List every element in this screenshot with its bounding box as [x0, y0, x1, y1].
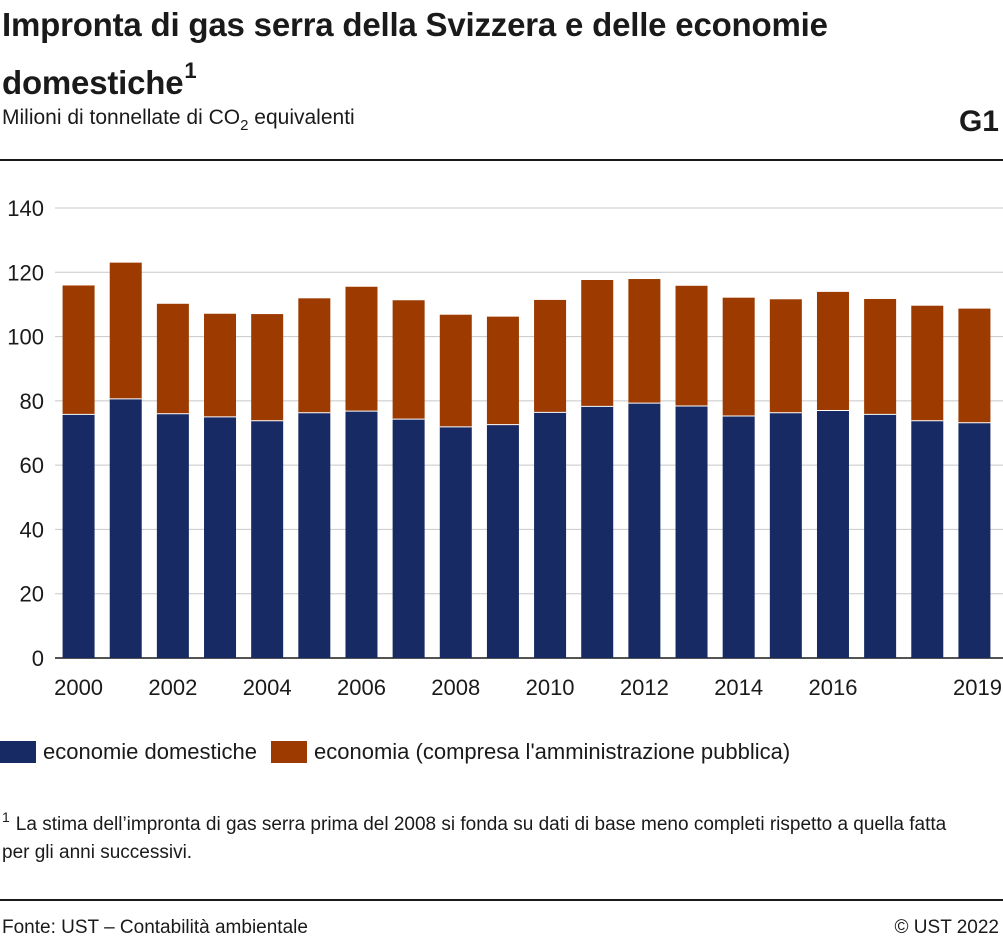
- bar-economy: [628, 279, 661, 404]
- x-tick-label: 2008: [431, 675, 480, 700]
- bar-economy: [486, 316, 519, 425]
- bar-households: [298, 412, 331, 658]
- bar-economy: [769, 299, 802, 413]
- bar-households: [392, 419, 425, 658]
- x-tick-label: 2004: [243, 675, 292, 700]
- bar-households: [439, 426, 472, 658]
- bar-households: [204, 416, 237, 658]
- bar-households: [345, 411, 378, 658]
- legend-label-households: economie domestiche: [43, 739, 258, 764]
- legend-item-economy: economia (compresa l'amministrazione pub…: [271, 737, 790, 767]
- bar-economy: [581, 280, 614, 407]
- bar-economy: [204, 313, 237, 417]
- top-divider: [0, 159, 1003, 161]
- x-tick-label: 2016: [808, 675, 857, 700]
- subtitle-subscript: 2: [240, 117, 249, 134]
- y-tick-label: 20: [20, 582, 44, 607]
- figure-id: G1: [958, 105, 999, 138]
- bar-economy: [156, 303, 189, 414]
- bar-households: [911, 420, 944, 658]
- bar-economy: [816, 291, 849, 411]
- bar-households: [722, 415, 755, 658]
- bar-households: [864, 414, 897, 658]
- subtitle-text-after: equivalenti: [248, 106, 355, 129]
- x-tick-label: 2002: [148, 675, 197, 700]
- y-tick-label: 0: [32, 646, 44, 671]
- bar-households: [675, 406, 708, 658]
- chart-legend: economie domestiche economia (compresa l…: [0, 737, 804, 767]
- bar-economy: [345, 286, 378, 412]
- footnote-marker: 1: [2, 809, 10, 825]
- bar-households: [109, 398, 142, 658]
- legend-item-households: economie domestiche: [0, 737, 257, 767]
- stacked-bar-chart: 0 20 40 60 80 100 120 140 2000 2002 2004 2006 2008 20…: [7, 196, 1003, 700]
- x-tick-label: 2012: [620, 675, 669, 700]
- bar-households: [628, 403, 661, 658]
- bar-households: [534, 412, 567, 658]
- y-tick-label: 80: [20, 389, 44, 414]
- x-tick-label: 2000: [54, 675, 103, 700]
- bar-economy: [722, 297, 755, 416]
- y-tick-label: 120: [7, 260, 44, 285]
- bar-economy: [864, 298, 897, 415]
- x-tick-label: 2019: [953, 675, 1002, 700]
- y-tick-label: 140: [7, 196, 44, 221]
- y-tick-label: 100: [7, 325, 44, 350]
- bar-households: [156, 413, 189, 658]
- bar-households: [816, 410, 849, 658]
- y-tick-label: 60: [20, 453, 44, 478]
- x-tick-label: 2006: [337, 675, 386, 700]
- bar-economy: [109, 262, 142, 399]
- chart-title-text: Impronta di gas serra della Svizzera e d…: [2, 6, 828, 101]
- bar-economy: [534, 299, 567, 413]
- bar-households: [486, 424, 519, 658]
- copyright-note: © UST 2022: [894, 917, 999, 938]
- bar-households: [251, 420, 284, 658]
- legend-swatch-households: [0, 741, 36, 763]
- bar-households: [769, 412, 802, 658]
- source-note: Fonte: UST – Contabilità ambientale: [2, 917, 308, 938]
- bar-economy: [675, 285, 708, 406]
- bar-households: [958, 422, 991, 658]
- x-tick-label: 2010: [526, 675, 575, 700]
- y-tick-label: 40: [20, 517, 44, 542]
- footnote: 1 La stima dell’impronta di gas serra pri…: [2, 803, 962, 867]
- footnote-text: La stima dell’impronta di gas serra prim…: [2, 814, 947, 863]
- bar-economy: [251, 314, 284, 421]
- bar-economy: [911, 305, 944, 421]
- bottom-divider: [0, 899, 1003, 901]
- bar-economy: [392, 300, 425, 420]
- chart-title: Impronta di gas serra della Svizzera e d…: [2, 2, 962, 106]
- legend-label-economy: economia (compresa l'amministrazione pub…: [314, 739, 791, 764]
- bar-households: [62, 414, 95, 658]
- bar-economy: [439, 314, 472, 427]
- bar-households: [581, 406, 614, 658]
- bar-economy: [958, 308, 991, 423]
- bar-economy: [62, 285, 95, 415]
- legend-swatch-economy: [271, 741, 308, 763]
- subtitle-text-before: Milioni di tonnellate di CO: [2, 106, 241, 129]
- x-tick-label: 2014: [714, 675, 763, 700]
- bar-economy: [298, 298, 331, 413]
- title-footnote-marker: 1: [184, 58, 197, 83]
- chart-subtitle: Milioni di tonnellate di CO2 equivalenti: [2, 104, 355, 140]
